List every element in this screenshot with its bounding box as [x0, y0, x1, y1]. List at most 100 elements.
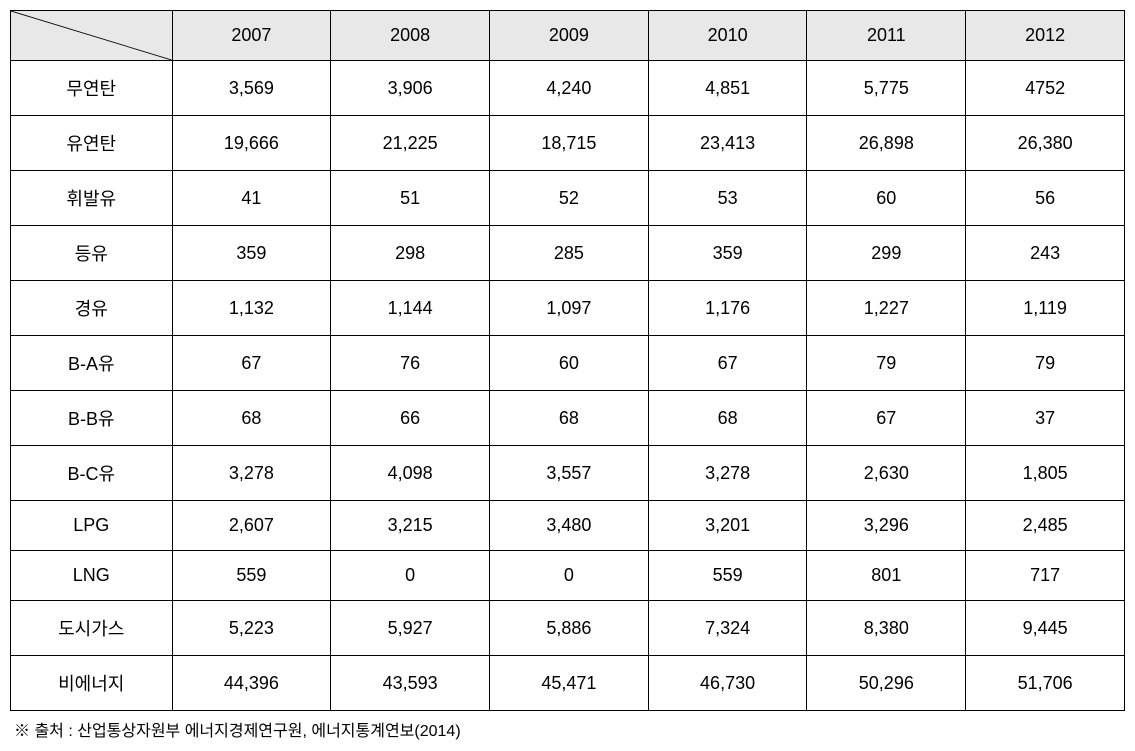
col-header: 2010 — [648, 11, 807, 61]
table-row: 비에너지 44,396 43,593 45,471 46,730 50,296 … — [11, 656, 1125, 711]
row-label: 비에너지 — [11, 656, 173, 711]
cell: 60 — [489, 336, 648, 391]
cell: 19,666 — [172, 116, 331, 171]
cell: 359 — [648, 226, 807, 281]
cell: 4,098 — [331, 446, 490, 501]
cell: 26,898 — [807, 116, 966, 171]
col-header: 2012 — [966, 11, 1125, 61]
cell: 4,851 — [648, 61, 807, 116]
row-label: 등유 — [11, 226, 173, 281]
cell: 67 — [172, 336, 331, 391]
cell: 67 — [648, 336, 807, 391]
cell: 41 — [172, 171, 331, 226]
cell: 67 — [807, 391, 966, 446]
cell: 1,132 — [172, 281, 331, 336]
table-row: 도시가스 5,223 5,927 5,886 7,324 8,380 9,445 — [11, 601, 1125, 656]
table-row: 휘발유 41 51 52 53 60 56 — [11, 171, 1125, 226]
cell: 79 — [966, 336, 1125, 391]
table-row: B-C유 3,278 4,098 3,557 3,278 2,630 1,805 — [11, 446, 1125, 501]
row-label: LNG — [11, 551, 173, 601]
cell: 1,144 — [331, 281, 490, 336]
cell: 3,480 — [489, 501, 648, 551]
cell: 60 — [807, 171, 966, 226]
cell: 2,630 — [807, 446, 966, 501]
cell: 8,380 — [807, 601, 966, 656]
row-label: B-B유 — [11, 391, 173, 446]
cell: 5,886 — [489, 601, 648, 656]
cell: 3,906 — [331, 61, 490, 116]
cell: 68 — [648, 391, 807, 446]
table-row: 등유 359 298 285 359 299 243 — [11, 226, 1125, 281]
cell: 559 — [172, 551, 331, 601]
cell: 2,485 — [966, 501, 1125, 551]
col-header: 2011 — [807, 11, 966, 61]
cell: 52 — [489, 171, 648, 226]
cell: 45,471 — [489, 656, 648, 711]
table-row: 유연탄 19,666 21,225 18,715 23,413 26,898 2… — [11, 116, 1125, 171]
table-row: 무연탄 3,569 3,906 4,240 4,851 5,775 4752 — [11, 61, 1125, 116]
cell: 1,805 — [966, 446, 1125, 501]
cell: 50,296 — [807, 656, 966, 711]
cell: 1,097 — [489, 281, 648, 336]
row-label: 도시가스 — [11, 601, 173, 656]
cell: 5,223 — [172, 601, 331, 656]
cell: 21,225 — [331, 116, 490, 171]
cell: 1,176 — [648, 281, 807, 336]
cell: 37 — [966, 391, 1125, 446]
cell: 4,240 — [489, 61, 648, 116]
col-header: 2009 — [489, 11, 648, 61]
cell: 5,927 — [331, 601, 490, 656]
cell: 23,413 — [648, 116, 807, 171]
cell: 2,607 — [172, 501, 331, 551]
row-label: 유연탄 — [11, 116, 173, 171]
cell: 68 — [489, 391, 648, 446]
cell: 243 — [966, 226, 1125, 281]
cell: 3,557 — [489, 446, 648, 501]
cell: 66 — [331, 391, 490, 446]
cell: 18,715 — [489, 116, 648, 171]
table-row: LPG 2,607 3,215 3,480 3,201 3,296 2,485 — [11, 501, 1125, 551]
table-row: B-B유 68 66 68 68 67 37 — [11, 391, 1125, 446]
cell: 51,706 — [966, 656, 1125, 711]
cell: 359 — [172, 226, 331, 281]
cell: 46,730 — [648, 656, 807, 711]
row-label: 휘발유 — [11, 171, 173, 226]
cell: 44,396 — [172, 656, 331, 711]
corner-cell — [11, 11, 173, 61]
cell: 299 — [807, 226, 966, 281]
row-label: B-A유 — [11, 336, 173, 391]
cell: 76 — [331, 336, 490, 391]
row-label: LPG — [11, 501, 173, 551]
cell: 51 — [331, 171, 490, 226]
table-body: 무연탄 3,569 3,906 4,240 4,851 5,775 4752 유… — [11, 61, 1125, 711]
cell: 3,278 — [172, 446, 331, 501]
cell: 3,296 — [807, 501, 966, 551]
table-row: 경유 1,132 1,144 1,097 1,176 1,227 1,119 — [11, 281, 1125, 336]
cell: 1,227 — [807, 281, 966, 336]
cell: 0 — [331, 551, 490, 601]
cell: 7,324 — [648, 601, 807, 656]
cell: 3,569 — [172, 61, 331, 116]
cell: 3,215 — [331, 501, 490, 551]
row-label: 경유 — [11, 281, 173, 336]
footnote: ※ 출처 : 산업통상자원부 에너지경제연구원, 에너지통계연보(2014) — [10, 717, 1125, 741]
cell: 26,380 — [966, 116, 1125, 171]
cell: 4752 — [966, 61, 1125, 116]
header-row: 2007 2008 2009 2010 2011 2012 — [11, 11, 1125, 61]
cell: 3,278 — [648, 446, 807, 501]
table-row: LNG 559 0 0 559 801 717 — [11, 551, 1125, 601]
cell: 43,593 — [331, 656, 490, 711]
cell: 9,445 — [966, 601, 1125, 656]
cell: 0 — [489, 551, 648, 601]
cell: 1,119 — [966, 281, 1125, 336]
col-header: 2007 — [172, 11, 331, 61]
row-label: B-C유 — [11, 446, 173, 501]
table-row: B-A유 67 76 60 67 79 79 — [11, 336, 1125, 391]
cell: 801 — [807, 551, 966, 601]
cell: 68 — [172, 391, 331, 446]
data-table: 2007 2008 2009 2010 2011 2012 무연탄 3,569 … — [10, 10, 1125, 711]
cell: 53 — [648, 171, 807, 226]
row-label: 무연탄 — [11, 61, 173, 116]
cell: 3,201 — [648, 501, 807, 551]
cell: 559 — [648, 551, 807, 601]
